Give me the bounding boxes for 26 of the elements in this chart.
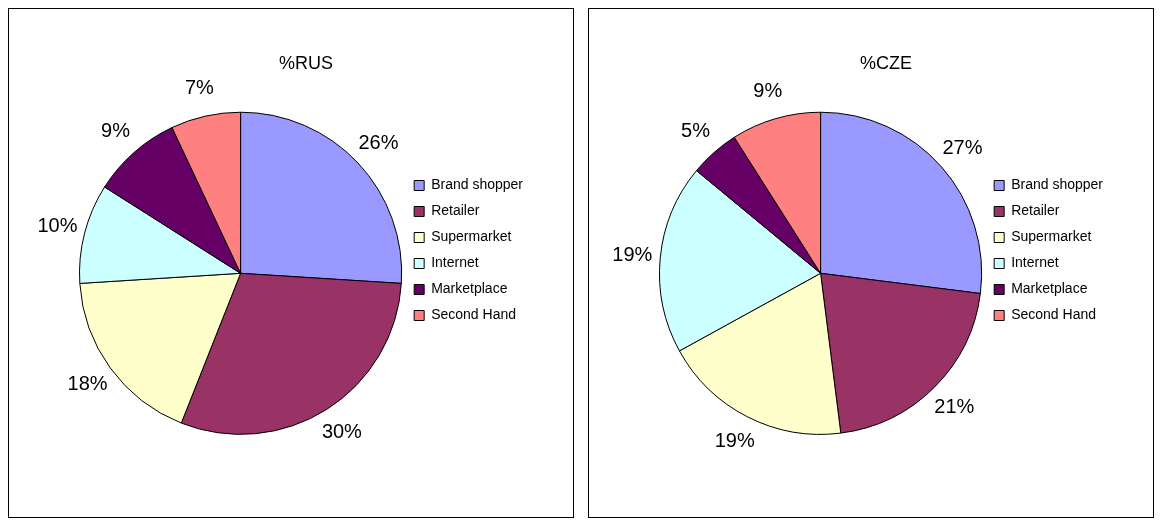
legend-label: Retailer: [431, 202, 480, 219]
data-label: 19%: [714, 429, 755, 452]
legend-label: Marketplace: [431, 280, 508, 297]
legend-label: Internet: [431, 254, 479, 271]
legend-label: Supermarket: [1011, 228, 1092, 245]
legend-label: Internet: [1011, 254, 1059, 271]
data-label: 21%: [934, 394, 975, 417]
legend-label: Marketplace: [1011, 280, 1088, 297]
legend-label: Retailer: [1011, 202, 1060, 219]
data-label: 30%: [321, 420, 363, 443]
data-label: 5%: [681, 118, 711, 141]
data-label: 10%: [37, 213, 78, 236]
chart-title: %CZE: [859, 52, 913, 73]
data-label: 18%: [67, 371, 108, 394]
data-label: 26%: [358, 131, 399, 154]
legend-label: Supermarket: [431, 228, 512, 245]
legend-label: Brand shopper: [1011, 176, 1104, 193]
data-label: 19%: [612, 243, 653, 266]
legend-label: Second Hand: [431, 306, 516, 323]
legend-label: Brand shopper: [431, 176, 524, 193]
chart-title: %RUS: [278, 52, 334, 73]
data-label: 27%: [942, 135, 983, 158]
data-label: 9%: [101, 118, 131, 141]
data-label: 7%: [184, 76, 214, 99]
legend-label: Second Hand: [1011, 306, 1096, 323]
data-label: 9%: [753, 79, 783, 102]
